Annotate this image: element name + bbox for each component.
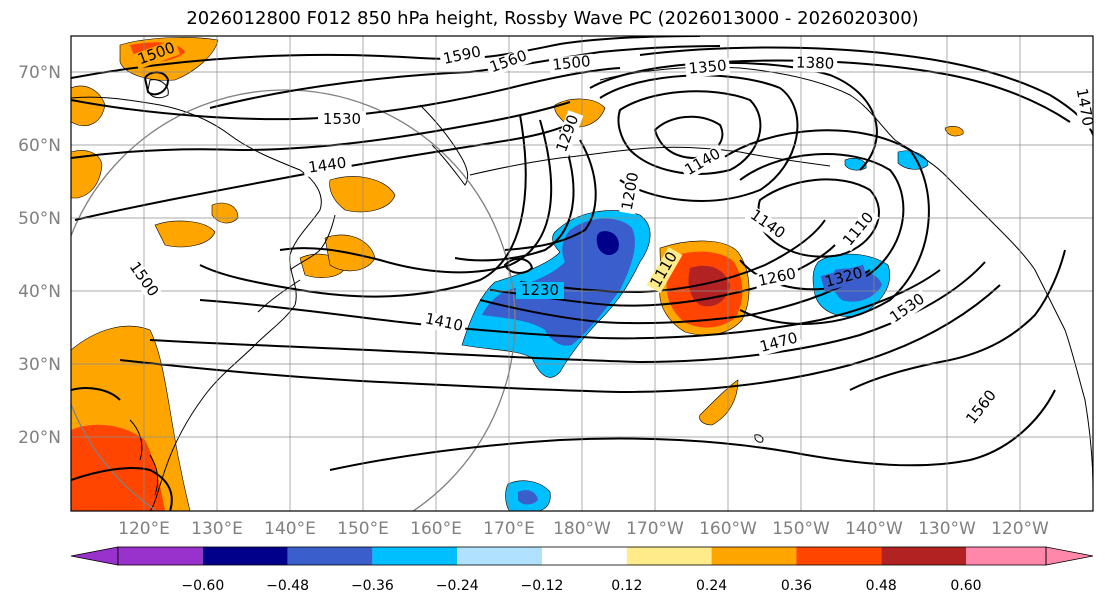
contour-n-low [653,115,724,160]
contour-s4 [479,269,871,325]
lat-label: 70°N [18,63,61,83]
lat-label: 40°N [18,282,61,302]
contour-w3 [504,139,597,251]
lon-label: 120°E [118,519,170,539]
contour-se [849,249,1066,391]
contour-label: 1500 [552,52,592,74]
colorbar-segment [202,547,288,565]
negative-anomaly-ak2 [844,158,867,171]
contour-s6 [519,219,826,294]
colorbar-tick-label: 0.36 [781,578,812,594]
lon-label: 140°W [845,519,903,539]
lon-label: 130°E [191,519,243,539]
great-circle [71,89,516,511]
colorbar-segment [542,547,627,565]
negative-anomaly-central-core [596,231,619,256]
map-area: 1500 1590 1560 1500 1350 1380 1470 1530 … [71,36,1097,511]
colorbar-segment [118,547,203,565]
colorbar [70,546,1094,566]
colorbar-segment [1045,546,1094,566]
coast-kamchatka [419,104,469,186]
colorbar-segment [626,547,712,565]
colorbar-tick-label: −0.24 [436,578,479,594]
contour-low-center [503,257,534,274]
lat-label: 60°N [18,136,61,156]
contour-outer-1 [199,114,527,298]
contour-label: 1230 [521,281,559,299]
lon-label: 170°E [483,519,535,539]
colorbar-tick-label: −0.48 [266,578,309,594]
lon-label: 140°E [264,519,316,539]
contour-label: 1380 [796,53,835,72]
contour-label: 1350 [688,56,728,77]
contour-label: 1470 [1073,87,1097,128]
lon-axis: 120°E 130°E 140°E 150°E 160°E 170°E 180°… [118,519,1049,539]
contour-w2 [454,129,575,262]
colorbar-segment [881,547,966,565]
lat-axis: 70°N 60°N 50°N 40°N 30°N 20°N [18,63,61,448]
lon-label: 170°W [626,519,684,539]
positive-anomaly-siberia [154,220,216,248]
colorbar-tick-label: −0.60 [181,578,224,594]
height-contours [71,36,1093,511]
contour-1530 [71,67,621,121]
colorbar-tick-label: −0.36 [351,578,394,594]
colorbar-segment [70,546,119,566]
contour-s3 [119,284,1001,394]
positive-anomaly-sakhalin [329,176,396,213]
colorbar-outline [117,546,1047,566]
colorbar-segment [711,547,797,565]
colorbar-tick-label: 0.24 [696,578,727,594]
positive-anomaly-canada [944,126,964,137]
lon-label: 160°E [410,519,462,539]
lat-label: 50°N [18,209,61,229]
coast-americas [994,224,1093,491]
contour-e1 [739,153,905,291]
contour-w1 [279,119,553,274]
colorbar-tick-label: 0.12 [611,578,642,594]
contour-n1 [617,90,762,175]
lon-label: 160°W [699,519,757,539]
coast-japan [257,214,336,313]
contour-e2 [719,129,930,325]
negative-anomaly-south-core [518,490,538,505]
colorbar-ticks: −0.60 −0.48 −0.36 −0.24 −0.12 0.12 0.24 … [181,578,981,594]
lat-label: 20°N [18,428,61,448]
contour-top-right2 [719,59,1071,123]
colorbar-segment [966,547,1046,565]
lon-label: 120°W [991,519,1049,539]
colorbar-segment [457,547,542,565]
colorbar-tick-label: −0.12 [521,578,564,594]
lat-label: 30°N [18,355,61,375]
positive-anomaly-hawaii [699,379,739,426]
colorbar-tick-label: 0.60 [950,578,981,594]
lon-label: 150°W [772,519,830,539]
contour-label: 1530 [323,110,361,128]
contour-top-right [639,46,1093,136]
positive-anomaly-nw [71,150,103,199]
contour-s1 [199,269,941,340]
lon-label: 180°W [553,519,611,539]
colorbar-segment [796,547,882,565]
coast-hawaii [754,434,764,443]
coast-aleutians [469,146,831,176]
lon-label: 130°W [918,519,976,539]
contour-label: 1440 [307,153,347,176]
contour-low-west2 [71,387,121,401]
map-title: 2026012800 F012 850 hPa height, Rossby W… [186,8,919,29]
colorbar-segment [287,547,373,565]
colorbar-segment [372,547,458,565]
contour-1440 [74,124,569,221]
contour-n2 [599,74,799,202]
contour-top-left [143,71,170,96]
colorbar-tick-label: 0.48 [866,578,897,594]
contour-low-west [71,467,173,511]
contour-s-bottom [329,389,1056,471]
lon-label: 150°E [337,519,389,539]
contour-s2 [149,261,986,364]
map-frame [70,35,1094,512]
